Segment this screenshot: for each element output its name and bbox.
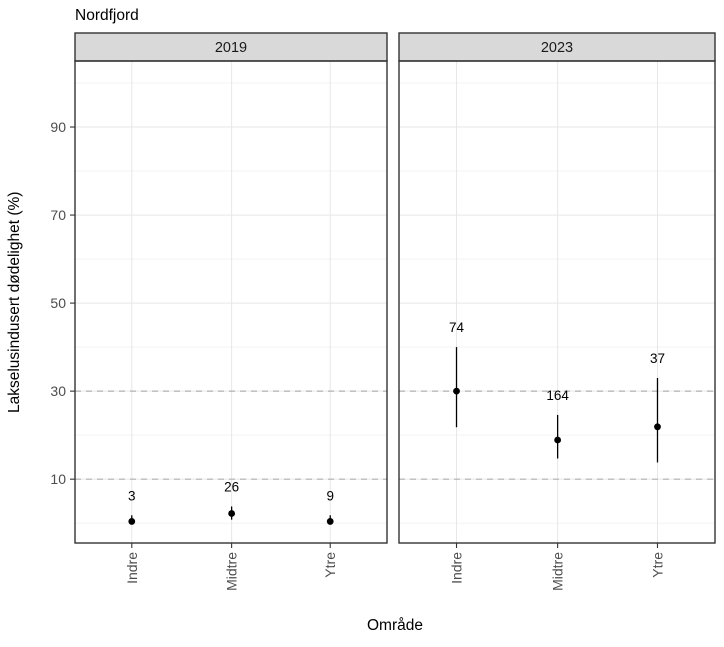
chart-title: Nordfjord [75,7,139,24]
facet-2023: 74 Indre 164 Midtre 37 Ytre 2023 [398,32,716,591]
y-tick-label: 70 [50,207,66,223]
x-tick-label: Indre [449,552,465,584]
x-tick-label: Indre [124,552,140,584]
panel-border [74,60,388,544]
x-tick-label: Ytre [322,552,338,578]
count-label: 3 [128,488,136,503]
y-tick-label: 90 [50,119,66,135]
count-label: 164 [546,388,569,403]
data-point [228,510,236,517]
panel-background [75,61,387,543]
facet-2019: 3 Indre 26 Midtre 9 Ytre 2019 [74,32,388,591]
facet-label: 2023 [541,40,573,56]
data-point [554,436,562,444]
y-tick-label: 10 [50,471,66,487]
x-tick-label: Midtre [550,552,566,591]
data-point [326,518,334,525]
facet-strip [398,32,716,62]
x-tick-label: Ytre [649,552,665,578]
x-axis-title: Område [367,617,423,634]
data-point [654,423,661,431]
count-label: 37 [650,351,665,366]
y-tick-label: 30 [50,383,66,399]
panel-background [399,61,715,543]
facet-strip [74,32,388,62]
panel-border [398,60,716,544]
count-label: 9 [326,488,334,503]
data-point [128,518,136,525]
data-point [453,387,460,395]
y-tick-label: 50 [50,295,66,311]
count-label: 26 [224,479,239,494]
x-tick-label: Midtre [224,552,240,591]
count-label: 74 [449,320,465,335]
facet-label: 2019 [215,40,247,56]
